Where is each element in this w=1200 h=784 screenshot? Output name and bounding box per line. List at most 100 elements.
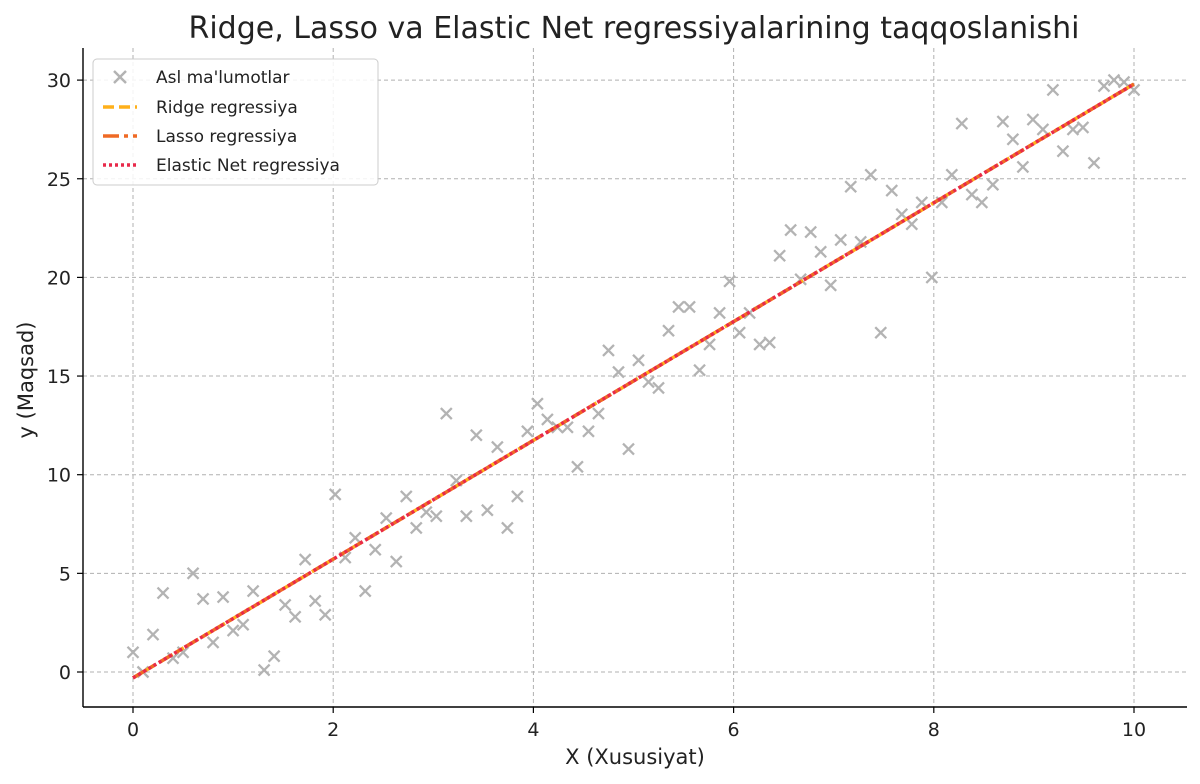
legend-label-lasso: Lasso regressiya [156, 127, 297, 147]
data-point [632, 353, 645, 367]
data-point [975, 196, 989, 209]
x-tick-label: 2 [327, 719, 339, 741]
data-point [804, 225, 817, 239]
data-point [703, 338, 716, 351]
data-point [662, 324, 675, 337]
y-tick-label: 5 [59, 563, 71, 585]
x-tick-label: 10 [1122, 719, 1146, 741]
data-point [196, 592, 210, 606]
data-point [246, 584, 260, 598]
data-point [622, 442, 635, 456]
data-point [236, 618, 250, 631]
data-point [834, 233, 848, 247]
data-point [753, 338, 766, 351]
data-point [470, 428, 483, 442]
data-point [672, 300, 685, 314]
data-point [602, 344, 615, 357]
data-point [186, 567, 200, 580]
data-point [652, 381, 665, 395]
data-point [481, 503, 494, 517]
data-point [683, 300, 696, 314]
data-point [501, 521, 514, 535]
data-point [784, 223, 797, 237]
data-point [1026, 113, 1040, 126]
data-point [693, 363, 706, 377]
data-point [713, 306, 726, 320]
y-tick-label: 15 [47, 366, 71, 388]
data-point [773, 249, 786, 263]
y-tick-label: 10 [47, 465, 71, 487]
legend-label-ridge: Ridge regressiya [156, 98, 298, 118]
data-point [156, 586, 170, 600]
data-point [642, 375, 655, 389]
data-point [955, 117, 969, 130]
data-point [368, 543, 382, 556]
data-point [905, 217, 919, 231]
data-point [267, 649, 281, 663]
data-point [358, 584, 372, 598]
data-point [965, 188, 979, 201]
data-point [328, 488, 342, 501]
data-point [439, 407, 453, 420]
data-point [1097, 79, 1111, 93]
data-point [460, 509, 473, 523]
y-tick-label: 0 [59, 662, 71, 684]
data-point [1016, 160, 1030, 174]
legend-x-marker-icon [113, 70, 127, 84]
data-point [844, 180, 858, 193]
data-point [874, 326, 888, 339]
data-point [1066, 123, 1080, 136]
data-point [996, 115, 1010, 128]
data-point [925, 271, 939, 284]
data-point [814, 245, 828, 259]
data-point [1036, 123, 1050, 136]
data-point [1087, 156, 1101, 170]
x-tick-label: 6 [728, 719, 740, 741]
chart-title: Ridge, Lasso va Elastic Net regressiyala… [189, 11, 1080, 46]
data-point [531, 397, 544, 410]
data-point [571, 460, 584, 474]
data-point [733, 326, 746, 339]
data-point [257, 663, 271, 677]
data-point [1076, 121, 1090, 134]
data-point [389, 555, 403, 568]
legend-label-elastic: Elastic Net regressiya [156, 156, 340, 176]
data-point [409, 521, 423, 535]
data-point [1006, 132, 1020, 146]
elastic-net-regression-line [132, 82, 1135, 680]
x-axis-ticks: 0 2 4 6 8 10 [127, 707, 1146, 741]
data-point [612, 365, 625, 379]
legend-entry-lasso: Lasso regressiya [103, 127, 297, 147]
y-tick-label: 20 [47, 267, 71, 289]
legend-entry-ridge: Ridge regressiya [103, 98, 298, 118]
data-point [1056, 144, 1070, 158]
data-point [379, 511, 393, 525]
data-point [582, 424, 595, 438]
data-point [541, 413, 554, 426]
data-point [491, 440, 504, 454]
data-point [308, 594, 322, 608]
data-point [885, 184, 899, 197]
data-point [945, 168, 959, 182]
data-point [521, 424, 534, 438]
data-point [298, 553, 312, 566]
data-point [226, 624, 240, 637]
y-tick-label: 30 [47, 70, 71, 92]
data-point [278, 598, 292, 612]
legend-label-data: Asl ma'lumotlar [156, 68, 290, 88]
legend: Asl ma'lumotlar Ridge regressiya Lasso r… [92, 58, 379, 186]
data-point [216, 590, 230, 604]
y-axis-ticks: 0 5 10 15 20 25 30 [47, 70, 83, 684]
data-point [723, 275, 736, 288]
legend-box [92, 58, 379, 186]
legend-entry-elastic: Elastic Net regressiya [103, 156, 340, 176]
x-tick-label: 4 [527, 719, 539, 741]
data-point [511, 490, 524, 503]
data-point [288, 610, 302, 624]
x-axis-label: X (Xususiyat) [565, 745, 705, 769]
y-tick-label: 25 [47, 169, 71, 191]
data-point [1046, 83, 1060, 97]
x-tick-label: 8 [928, 719, 940, 741]
x-tick-label: 0 [127, 719, 139, 741]
